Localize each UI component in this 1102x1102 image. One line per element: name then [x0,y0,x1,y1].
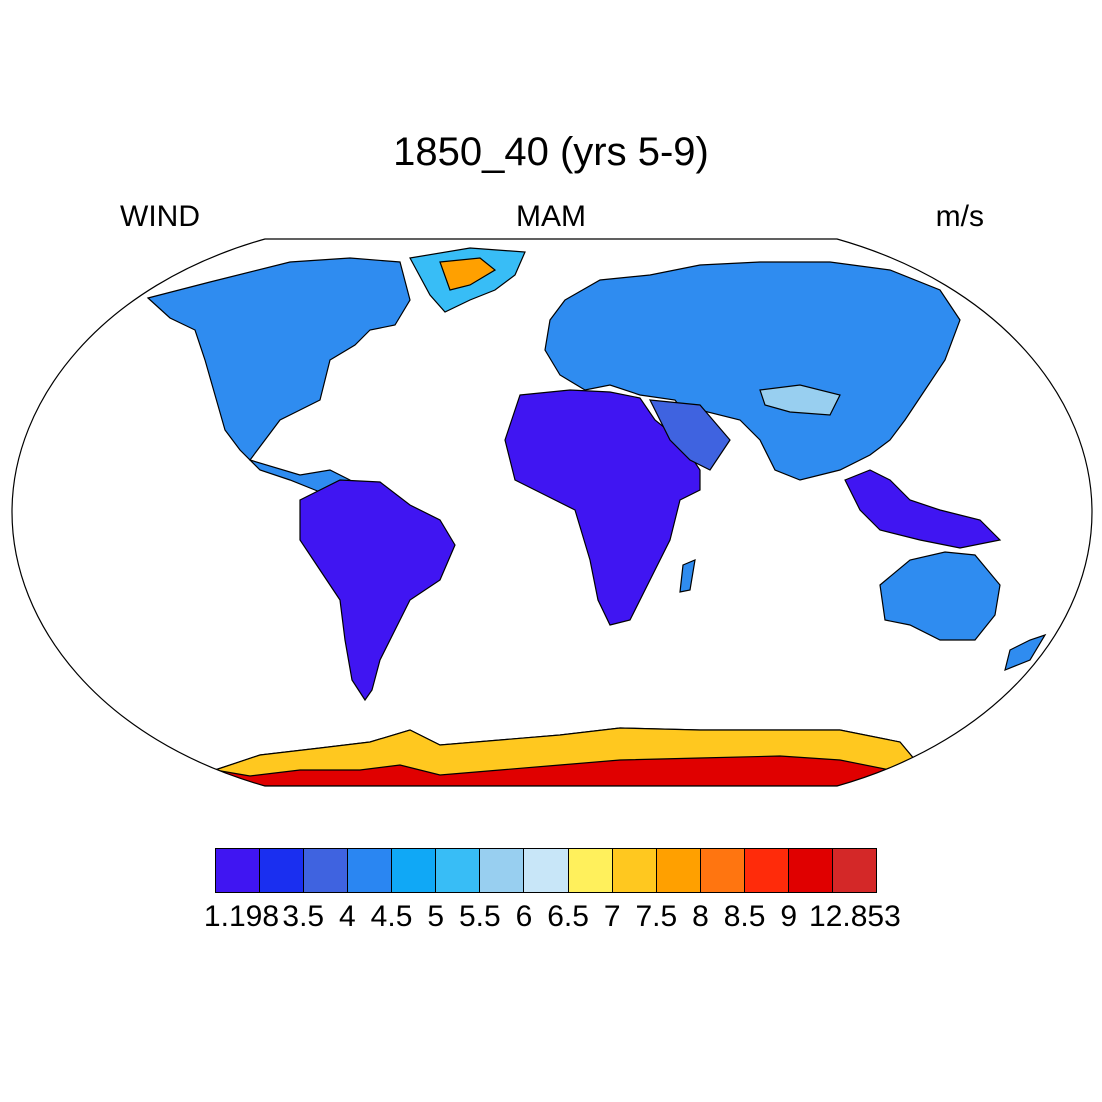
colorbar-swatch [216,849,261,892]
colorbar-swatch [612,849,657,892]
colorbar-tick-label: 7 [603,900,621,933]
colorbar-swatch [700,849,745,892]
colorbar-tick-label: 12.853 [809,900,901,933]
colorbar-swatch [436,849,481,892]
australia [879,551,1001,641]
colorbar-tick-label: 1.198 [203,900,280,933]
season-label: MAM [516,200,586,233]
maritime-islands [844,469,1002,549]
africa [504,389,701,626]
colorbar-swatch [260,849,305,892]
colorbar-tick-label: 8 [692,900,709,933]
globe-outline [11,238,1093,787]
eurasia [544,261,961,481]
colorbar [215,848,877,893]
madagascar [679,559,696,593]
variable-label: WIND [120,200,200,233]
colorbar-swatch [524,849,569,892]
colorbar-tick-label: 7.5 [635,900,678,933]
colorbar-swatch [480,849,525,892]
colorbar-tick-label: 4.5 [370,900,413,933]
colorbar-tick-label: 6 [515,900,533,933]
north-america [146,257,411,512]
colorbar-swatch [392,849,437,892]
colorbar-tick-label: 9 [780,900,798,933]
colorbar-tick-label: 4 [339,900,356,933]
south-america [299,479,456,702]
colorbar-tick-label: 6.5 [547,900,589,933]
colorbar-labels: 1.198 3.5 4 4.5 5 5.5 6 6.5 7 7.5 8 8.5 9 12.853 [0,900,1102,940]
colorbar-tick-label: 5.5 [458,900,501,933]
colorbar-swatch [348,849,393,892]
colorbar-swatch [568,849,613,892]
units-label: m/s [935,200,984,233]
new-zealand [1004,633,1047,671]
colorbar-tick-label: 8.5 [723,900,766,933]
map-fill-layer [146,247,1047,786]
arabia [648,399,731,471]
colorbar-swatch [744,849,789,892]
greenland-interior [439,257,497,291]
colorbar-swatch [832,849,876,892]
colorbar-swatch [656,849,701,892]
tibet-plateau [759,384,841,416]
colorbar-tick-label: 5 [427,900,444,933]
plot-title: 1850_40 (yrs 5-9) [393,130,709,174]
colorbar-tick-label: 3.5 [282,900,325,933]
colorbar-swatch [788,849,833,892]
colorbar-swatch [304,849,349,892]
